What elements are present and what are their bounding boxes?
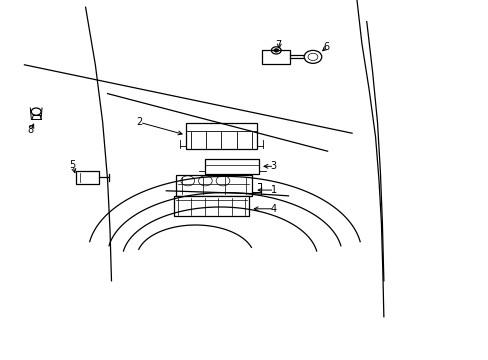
Text: 1: 1 <box>270 185 276 195</box>
Text: 6: 6 <box>323 42 329 52</box>
Text: 3: 3 <box>270 161 276 171</box>
Text: 8: 8 <box>27 125 33 135</box>
FancyBboxPatch shape <box>205 159 259 174</box>
Text: 2: 2 <box>136 117 142 127</box>
FancyBboxPatch shape <box>261 50 289 64</box>
Text: 4: 4 <box>270 204 276 214</box>
FancyBboxPatch shape <box>185 123 256 149</box>
FancyBboxPatch shape <box>176 175 251 196</box>
FancyBboxPatch shape <box>76 171 99 184</box>
FancyBboxPatch shape <box>173 196 249 216</box>
Circle shape <box>273 49 278 52</box>
Text: 7: 7 <box>275 40 281 50</box>
Text: 5: 5 <box>69 160 75 170</box>
